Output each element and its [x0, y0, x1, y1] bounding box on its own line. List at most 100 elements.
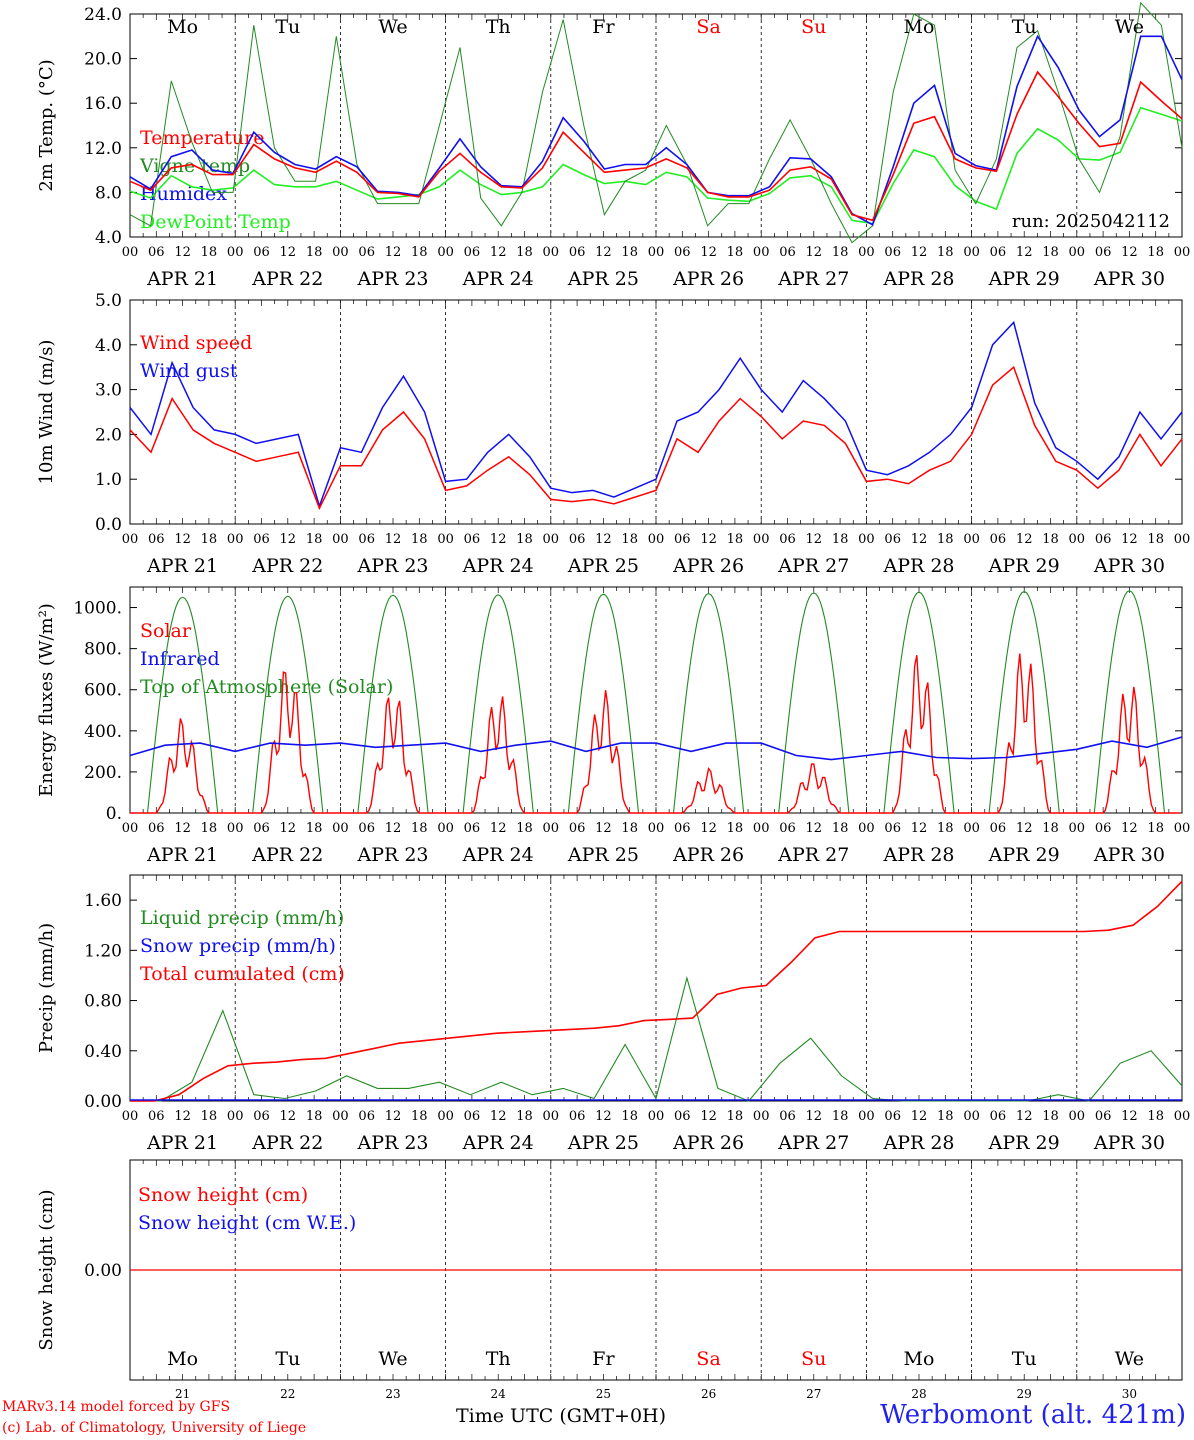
hour-tick-label: 18 [1042, 532, 1059, 547]
weekday-label: We [378, 16, 407, 38]
hour-tick-label: 06 [674, 532, 691, 547]
hour-tick-label: 00 [543, 1109, 560, 1124]
date-label: APR 22 [251, 268, 323, 290]
hour-tick-label: 06 [990, 1109, 1007, 1124]
legend-entry: Solar [140, 620, 192, 642]
credit-line-2: (c) Lab. of Climatology, University of L… [2, 1420, 307, 1436]
hour-tick-label: 12 [595, 245, 612, 260]
hour-tick-label: 06 [464, 821, 481, 836]
hour-tick-label: 06 [358, 821, 375, 836]
date-label: APR 25 [567, 555, 639, 577]
panel-frame-0 [129, 13, 1183, 238]
hour-tick-label: 00 [543, 821, 560, 836]
date-label: APR 24 [462, 1132, 534, 1154]
hour-tick-label: 12 [700, 532, 717, 547]
hour-tick-label: 00 [858, 532, 875, 547]
hour-tick-label: 18 [201, 821, 218, 836]
hour-tick-label: 06 [464, 1109, 481, 1124]
weekday-label: Sa [696, 16, 720, 38]
y-tick-label: 0.40 [84, 1042, 122, 1062]
hour-tick-label: 00 [227, 821, 244, 836]
y-tick-label: 0.00 [84, 1261, 122, 1281]
hour-tick-label: 18 [306, 1109, 323, 1124]
date-label: APR 25 [567, 1132, 639, 1154]
hour-tick-label: 00 [648, 821, 665, 836]
date-label: APR 28 [882, 555, 954, 577]
hour-tick-label: 18 [516, 245, 533, 260]
hour-tick-label: 00 [437, 821, 454, 836]
hour-tick-label: 18 [727, 245, 744, 260]
hour-tick-label: 12 [1121, 1109, 1138, 1124]
hour-tick-label: 12 [595, 532, 612, 547]
hour-tick-label: 00 [648, 245, 665, 260]
hour-tick-label: 00 [437, 1109, 454, 1124]
hour-tick-label: 06 [1095, 245, 1112, 260]
legend-entry: Liquid precip (mm/h) [140, 907, 344, 929]
legend-entry: Wind gust [140, 360, 238, 382]
hour-tick-label: 00 [858, 1109, 875, 1124]
hour-tick-label: 00 [1069, 821, 1086, 836]
date-label: APR 24 [462, 555, 534, 577]
hour-tick-label: 12 [1121, 821, 1138, 836]
hour-tick-label: 00 [332, 532, 349, 547]
date-label: APR 26 [672, 555, 744, 577]
day-number-label: 28 [911, 1387, 926, 1401]
legend-entry: Wind speed [140, 332, 252, 354]
hour-tick-label: 12 [490, 1109, 507, 1124]
weekday-label: Th [486, 1348, 511, 1370]
legend-entry: Temperature [140, 127, 264, 149]
hour-tick-label: 18 [411, 532, 428, 547]
weekday-label: Th [486, 16, 511, 38]
hour-tick-label: 12 [1121, 532, 1138, 547]
hour-tick-label: 12 [490, 245, 507, 260]
hour-tick-label: 06 [674, 1109, 691, 1124]
infrared-line [129, 736, 1183, 761]
hour-tick-label: 18 [937, 1109, 954, 1124]
date-label: APR 22 [251, 555, 323, 577]
hour-tick-label: 06 [990, 532, 1007, 547]
date-label: APR 25 [567, 268, 639, 290]
series-line [129, 320, 1183, 509]
date-label: APR 23 [356, 268, 428, 290]
y-tick-label: 3.0 [95, 381, 122, 401]
hour-tick-label: 06 [253, 821, 270, 836]
legend-entry: DewPoint Temp [140, 211, 291, 233]
hour-tick-label: 00 [753, 532, 770, 547]
hour-tick-label: 12 [595, 1109, 612, 1124]
hour-tick-label: 18 [201, 1109, 218, 1124]
hour-tick-label: 00 [858, 245, 875, 260]
hour-tick-label: 12 [700, 1109, 717, 1124]
hour-tick-label: 18 [1147, 821, 1164, 836]
weekday-label: Tu [275, 1348, 300, 1370]
y-tick-label: 1.0 [95, 470, 122, 490]
y-tick-label: 4.0 [95, 336, 122, 356]
day-number-label: 30 [1122, 1387, 1137, 1401]
hour-tick-label: 06 [779, 245, 796, 260]
hour-tick-label: 00 [963, 821, 980, 836]
hour-tick-label: 12 [911, 821, 928, 836]
hour-tick-label: 00 [963, 532, 980, 547]
day-number-label: 29 [1017, 1387, 1032, 1401]
date-label: APR 22 [251, 844, 323, 866]
hour-tick-label: 00 [1069, 1109, 1086, 1124]
hour-tick-label: 18 [1042, 245, 1059, 260]
y-axis-title: Energy fluxes (W/m²) [36, 603, 57, 797]
run-label: run: 2025042112 [1012, 211, 1170, 232]
legend-entry: Infrared [140, 648, 220, 670]
date-label: APR 27 [777, 268, 849, 290]
liquid-precip-line [130, 975, 1183, 1102]
weekday-label: We [378, 1348, 407, 1370]
hour-tick-label: 00 [963, 245, 980, 260]
hour-tick-label: 18 [516, 532, 533, 547]
date-label: APR 27 [777, 555, 849, 577]
y-tick-label: 1.20 [84, 941, 122, 961]
series-line [129, 1, 1183, 244]
hour-tick-label: 06 [674, 245, 691, 260]
hour-tick-label: 00 [753, 245, 770, 260]
y-axis-title: 10m Wind (m/s) [36, 340, 57, 485]
series-line [129, 34, 1183, 226]
hour-tick-label: 18 [832, 245, 849, 260]
hour-tick-label: 06 [569, 532, 586, 547]
date-label: APR 26 [672, 844, 744, 866]
hour-tick-label: 06 [884, 245, 901, 260]
